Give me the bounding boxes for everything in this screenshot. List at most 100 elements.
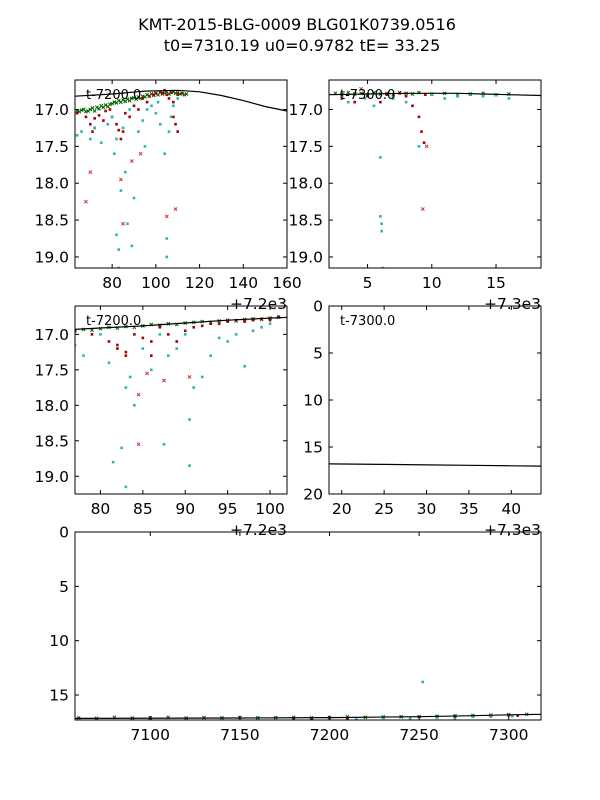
data-point	[123, 111, 127, 115]
data-point	[145, 100, 149, 104]
data-point	[226, 320, 229, 323]
data-point	[172, 104, 175, 108]
data-point	[150, 368, 153, 372]
data-point	[113, 152, 116, 156]
panel-middle-right: 20 25 30 35 40 0 5 10 15 20 t-7300.0 +7.3e3	[303, 298, 542, 539]
data-point	[136, 442, 141, 447]
data-point	[172, 115, 175, 119]
x-offset-label: +7.2e3	[230, 295, 287, 313]
data-point	[116, 98, 121, 103]
y-tick-label: 5	[313, 345, 323, 363]
x-tick-label: 40	[501, 500, 521, 518]
x-tick-label: 7150	[220, 726, 259, 744]
data-point	[379, 100, 382, 104]
data-point	[408, 717, 412, 720]
y-tick-label: 18.0	[34, 397, 69, 415]
data-point	[420, 207, 425, 211]
subplot-grid: 80 100 120 140 16017.017.518.018.519.0t-7200…	[34, 79, 542, 744]
data-point	[192, 386, 196, 389]
data-point	[117, 128, 121, 132]
x-tick-label: 20	[332, 500, 352, 518]
data-point	[128, 375, 132, 379]
data-point	[86, 109, 91, 113]
data-point	[162, 378, 166, 383]
data-point	[165, 237, 169, 240]
data-point	[154, 91, 158, 95]
data-point	[167, 97, 171, 100]
y-tick-label: 17.5	[34, 361, 69, 379]
data-point	[363, 97, 367, 100]
data-point	[117, 248, 121, 251]
y-tick-label: 17.5	[288, 138, 323, 156]
data-point	[183, 329, 187, 333]
x-tick-label: 100	[141, 274, 171, 292]
data-point	[110, 101, 115, 106]
data-point	[422, 141, 426, 144]
data-point	[507, 97, 511, 100]
data-point	[118, 177, 123, 182]
data-point	[184, 92, 189, 96]
data-point	[80, 130, 83, 133]
y-tick-label: 17.5	[34, 138, 69, 156]
data-point	[435, 716, 439, 720]
data-point	[443, 97, 446, 100]
data-point	[99, 103, 104, 108]
data-point	[187, 374, 192, 379]
data-point	[277, 315, 280, 318]
data-point	[169, 115, 173, 119]
data-point	[90, 106, 95, 110]
panel-middle-left: 80 85 90 95 100 17.0 17.5 18.0 18.5 19.0 t-7200.0 +…	[34, 305, 288, 539]
axes-frame	[74, 531, 542, 721]
model-curve	[75, 316, 287, 330]
model-curve	[329, 92, 541, 97]
y-tick-label: 15	[303, 439, 323, 457]
x-tick-label: 120	[185, 274, 215, 292]
panel-top-left: 80 100 120 140 160 17.0 17.5 18.0 18.5 19.0 t-7200…	[34, 79, 302, 313]
data-point	[381, 266, 385, 268]
data-point	[292, 717, 295, 720]
data-point	[133, 333, 136, 336]
data-point	[83, 199, 88, 204]
data-point	[115, 137, 118, 141]
data-point	[88, 107, 93, 112]
data-point	[137, 108, 140, 111]
data-point	[145, 371, 150, 376]
x-tick-label: 15	[486, 274, 506, 292]
data-point	[163, 152, 166, 156]
chart-title-line1: KMT-2015-BLG-0009 BLG01K0739.0516	[138, 15, 456, 34]
data-point	[158, 325, 162, 329]
data-point	[424, 93, 427, 97]
data-point	[141, 347, 145, 350]
x-offset-label: +7.2e3	[230, 521, 287, 539]
data-point	[123, 170, 127, 174]
data-point	[150, 340, 153, 343]
data-point	[209, 322, 212, 326]
data-point	[511, 714, 514, 718]
panel-annotation: t-7300.0	[340, 314, 395, 329]
data-point	[75, 111, 79, 115]
data-point	[165, 255, 169, 259]
data-point	[94, 105, 99, 110]
data-point	[97, 114, 101, 117]
data-point	[260, 325, 263, 329]
data-point	[75, 343, 77, 347]
x-tick-label: 35	[459, 500, 479, 518]
data-point	[143, 145, 147, 148]
plot-area	[329, 463, 541, 467]
y-tick-label: 17.0	[34, 101, 69, 119]
data-point	[380, 222, 383, 226]
data-point	[116, 347, 119, 350]
y-tick-label: 17.0	[288, 101, 323, 119]
data-point	[97, 106, 101, 111]
x-tick-label: 160	[272, 274, 302, 292]
data-point	[115, 233, 118, 237]
x-tick-label: 30	[417, 500, 437, 518]
data-point	[121, 221, 126, 226]
data-point	[192, 325, 196, 329]
data-point	[404, 100, 408, 104]
x-tick-label: 7300	[489, 726, 528, 744]
data-point	[310, 717, 313, 720]
x-tick-label: 10	[422, 274, 442, 292]
data-point	[90, 333, 94, 336]
plot-area	[75, 315, 287, 489]
